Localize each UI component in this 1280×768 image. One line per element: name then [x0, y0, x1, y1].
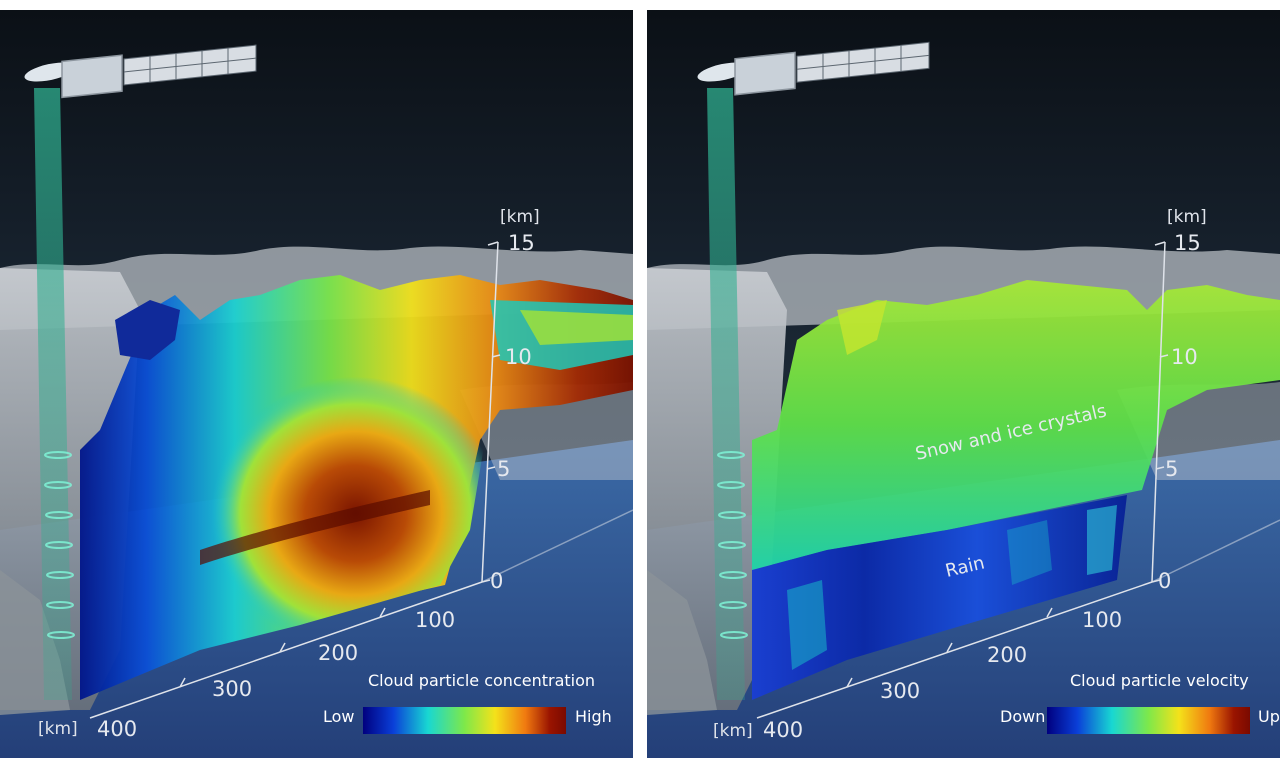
height-tick-10: 10 [1171, 345, 1198, 369]
height-tick-5: 5 [497, 457, 510, 481]
concentration-curtain [80, 275, 633, 700]
axis-lines [756, 241, 1280, 719]
distance-tick-400: 400 [97, 717, 137, 741]
legend-colorbar [1047, 707, 1250, 734]
legend-high-label: High [575, 707, 612, 726]
height-tick-15: 15 [508, 231, 535, 255]
distance-tick-300: 300 [212, 677, 252, 701]
legend-title: Cloud particle concentration [368, 671, 595, 690]
distance-tick-400: 400 [763, 718, 803, 742]
height-unit-label: [km] [500, 207, 540, 227]
panel-divider [633, 0, 647, 768]
distance-tick-100: 100 [1082, 608, 1122, 632]
velocity-scene: Snow and ice crystals Rain [km] 15 10 5 … [647, 10, 1280, 758]
velocity-curtain [752, 280, 1280, 700]
legend-colorbar [363, 707, 566, 734]
distance-tick-200: 200 [987, 643, 1027, 667]
beam-rings [717, 451, 748, 639]
distance-tick-100: 100 [415, 608, 455, 632]
height-tick-0: 0 [1158, 569, 1171, 593]
height-tick-10: 10 [505, 345, 532, 369]
beam-rings [44, 451, 75, 639]
concentration-panel: [km] 15 10 5 0 100 200 300 400 [km] Clou… [0, 10, 633, 758]
height-tick-5: 5 [1165, 457, 1178, 481]
legend-title: Cloud particle velocity [1070, 671, 1249, 690]
axis-lines [89, 241, 633, 719]
height-unit-label: [km] [1167, 207, 1207, 227]
height-tick-0: 0 [490, 569, 503, 593]
distance-tick-300: 300 [880, 679, 920, 703]
height-tick-15: 15 [1174, 231, 1201, 255]
distance-tick-200: 200 [318, 641, 358, 665]
distance-unit-label: [km] [38, 719, 78, 739]
legend-high-label: Up [1258, 707, 1280, 726]
concentration-scene: [km] 15 10 5 0 100 200 300 400 [km] Clou… [0, 10, 633, 758]
cloud-base [647, 570, 717, 715]
legend-low-label: Down [1000, 707, 1045, 726]
satellite-icon [24, 44, 257, 99]
velocity-panel: Snow and ice crystals Rain [km] 15 10 5 … [647, 10, 1280, 758]
legend-low-label: Low [323, 707, 355, 726]
distance-unit-label: [km] [713, 721, 753, 741]
satellite-icon [697, 41, 930, 96]
